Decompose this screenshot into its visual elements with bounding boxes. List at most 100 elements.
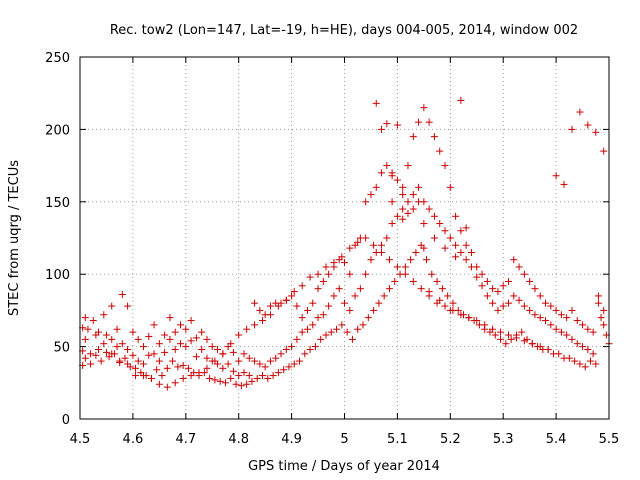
data-point <box>269 372 277 380</box>
data-point <box>121 354 129 362</box>
data-point <box>385 285 393 293</box>
data-point <box>367 256 375 264</box>
data-point <box>285 363 293 371</box>
data-point <box>489 285 497 293</box>
data-point <box>179 361 187 369</box>
data-point <box>338 253 346 261</box>
data-point <box>393 121 401 129</box>
data-point <box>457 227 465 235</box>
data-point <box>417 285 425 293</box>
data-point <box>97 357 105 365</box>
data-point <box>113 325 121 333</box>
data-point <box>592 360 600 368</box>
data-point <box>134 357 142 365</box>
data-point <box>388 198 396 206</box>
data-point <box>282 296 290 304</box>
data-point <box>346 306 354 314</box>
data-point <box>589 328 597 336</box>
data-point <box>399 205 407 213</box>
data-point <box>327 328 335 336</box>
x-tick-label: 5 <box>340 432 348 447</box>
data-point <box>243 325 251 333</box>
data-point <box>430 133 438 141</box>
data-point <box>600 321 608 329</box>
data-point <box>256 306 264 314</box>
data-point <box>303 325 311 333</box>
data-point <box>430 212 438 220</box>
x-tick-label: 5.3 <box>493 432 514 447</box>
data-point <box>573 317 581 325</box>
data-point <box>306 345 314 353</box>
data-point <box>322 331 330 339</box>
data-point <box>330 259 338 267</box>
data-point <box>153 366 161 374</box>
data-point <box>219 364 227 372</box>
data-point <box>163 383 171 391</box>
data-point <box>436 296 444 304</box>
data-point <box>489 325 497 333</box>
data-point <box>330 292 338 300</box>
data-point <box>108 335 116 343</box>
data-point <box>245 372 253 380</box>
data-point <box>208 343 216 351</box>
data-point <box>425 205 433 213</box>
data-point <box>378 169 386 177</box>
data-point <box>457 248 465 256</box>
data-point <box>346 270 354 278</box>
data-point <box>232 380 240 388</box>
data-point <box>192 353 200 361</box>
data-point <box>597 314 605 322</box>
data-point <box>589 350 597 358</box>
data-point <box>264 374 272 382</box>
data-point <box>520 302 528 310</box>
data-point <box>531 311 539 319</box>
data-point <box>415 183 423 191</box>
data-point <box>139 343 147 351</box>
data-point <box>343 328 351 336</box>
data-point <box>280 366 288 374</box>
data-point <box>301 350 309 358</box>
data-point <box>594 299 602 307</box>
data-point <box>404 162 412 170</box>
data-point <box>452 253 460 261</box>
data-point <box>388 220 396 228</box>
data-point <box>251 357 259 365</box>
data-point <box>446 306 454 314</box>
data-point <box>420 220 428 228</box>
grid <box>80 57 609 419</box>
data-point <box>288 292 296 300</box>
data-point <box>425 288 433 296</box>
data-point <box>446 183 454 191</box>
data-point <box>576 360 584 368</box>
data-point <box>428 270 436 278</box>
data-point <box>102 348 110 356</box>
data-point <box>380 292 388 300</box>
x-tick-label: 4.9 <box>281 432 302 447</box>
data-point <box>303 306 311 314</box>
data-point <box>441 302 449 310</box>
data-point <box>129 328 137 336</box>
data-point <box>354 325 362 333</box>
data-point <box>235 372 243 380</box>
data-point <box>87 360 95 368</box>
data-point <box>518 328 526 336</box>
data-point <box>552 172 560 180</box>
data-point <box>600 306 608 314</box>
data-point <box>341 299 348 307</box>
y-tick-label: 150 <box>45 196 70 211</box>
data-point <box>409 191 417 199</box>
data-point <box>259 317 267 325</box>
x-tick-label: 4.8 <box>228 432 249 447</box>
data-point <box>536 343 544 351</box>
data-point <box>314 270 322 278</box>
data-point <box>95 345 103 353</box>
data-point <box>436 220 444 228</box>
data-point <box>404 198 412 206</box>
data-point <box>216 377 224 385</box>
data-point <box>155 380 163 388</box>
y-tick-label: 0 <box>62 413 70 428</box>
data-point <box>319 277 327 285</box>
data-point <box>211 376 219 384</box>
data-point <box>317 335 325 343</box>
data-point <box>497 328 505 336</box>
